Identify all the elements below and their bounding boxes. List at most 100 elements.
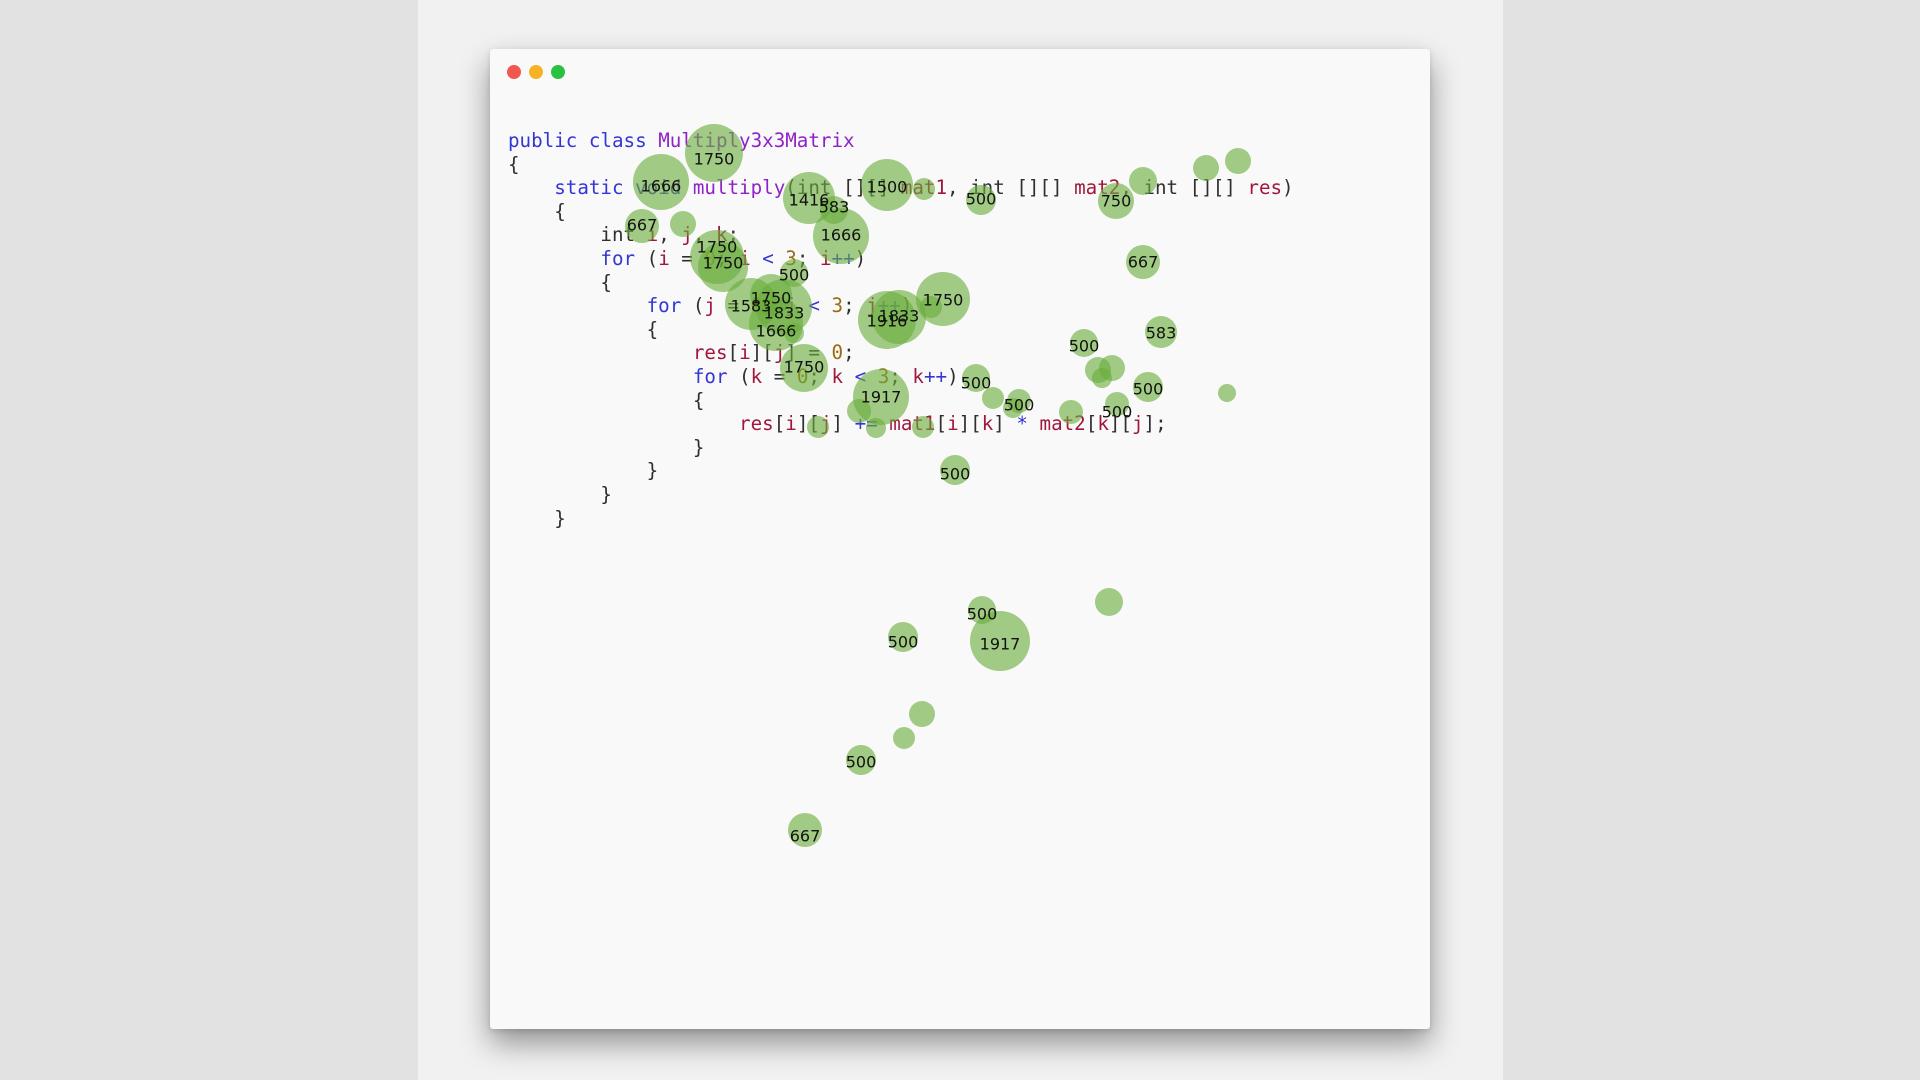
code-token: public class: [508, 129, 659, 152]
code-token: [: [727, 341, 740, 365]
code-token: mat1: [889, 412, 936, 436]
code-token: ;: [727, 223, 740, 247]
code-token: =: [669, 246, 705, 270]
code-token: <: [796, 294, 832, 318]
code-token: ): [1282, 176, 1294, 200]
code-token: (int [][]: [785, 176, 901, 200]
code-token: Multiply3x3Matrix: [658, 129, 855, 152]
code-line: }: [508, 483, 1294, 507]
code-token: =: [715, 294, 751, 318]
code-token: [508, 247, 600, 270]
code-token: [: [935, 412, 948, 436]
code-window: public class Multiply3x3Matrix{ static v…: [490, 49, 1430, 1029]
code-token: for: [692, 364, 728, 388]
code-line: {: [508, 200, 1294, 224]
code-token: ][: [796, 412, 820, 436]
code-token: [: [1085, 412, 1098, 436]
code-token: k: [831, 364, 844, 388]
code-token: {: [508, 270, 612, 294]
code-token: ;: [796, 246, 820, 270]
maximize-button[interactable]: [551, 65, 565, 79]
code-token: }: [508, 459, 659, 483]
code-line: for (i = 0; i < 3; i++): [508, 247, 1294, 271]
code-token: 0: [750, 294, 763, 318]
code-token: ): [900, 294, 913, 318]
code-token: i: [646, 223, 659, 247]
code-token: ++: [877, 294, 901, 318]
code-token: j: [681, 223, 693, 247]
code-token: ;: [843, 341, 855, 365]
code-token: int: [508, 223, 647, 247]
code-block: public class Multiply3x3Matrix{ static v…: [508, 129, 1294, 530]
code-token: i: [739, 246, 751, 270]
code-token: ;: [889, 364, 913, 388]
code-token: ): [854, 246, 867, 270]
code-token: ][: [750, 341, 774, 365]
code-token: j: [866, 294, 878, 318]
code-token: , int [][]: [947, 176, 1075, 200]
code-token: [508, 412, 739, 435]
code-line: res[i][j] = 0;: [508, 341, 1294, 365]
code-line: }: [508, 436, 1294, 460]
code-token: {: [508, 388, 705, 412]
code-line: {: [508, 271, 1294, 295]
code-token: ,: [692, 223, 716, 247]
code-token: ): [947, 364, 959, 388]
code-line: for (j = 0; j < 3; j++): [508, 294, 1294, 318]
code-token: j: [819, 412, 832, 436]
code-line: for (k = 0; k < 3; k++): [508, 365, 1294, 389]
code-token: k: [1097, 412, 1109, 436]
code-token: {: [508, 199, 566, 223]
code-token: 0: [704, 246, 716, 270]
minimize-button[interactable]: [529, 65, 543, 79]
code-token: *: [1016, 412, 1028, 436]
code-token: }: [508, 435, 705, 459]
code-token: (: [681, 294, 705, 318]
code-token: k: [715, 223, 728, 247]
code-token: [508, 341, 693, 364]
code-token: (: [635, 246, 659, 270]
code-token: ] =: [785, 341, 832, 365]
code-token: res: [692, 341, 728, 365]
code-token: for: [600, 246, 636, 270]
code-token: i: [739, 341, 751, 365]
code-token: i: [658, 246, 670, 270]
code-line: {: [508, 153, 1294, 177]
code-token: , int [][]: [1120, 176, 1248, 200]
close-button[interactable]: [507, 65, 521, 79]
code-token: ,: [658, 223, 682, 247]
code-token: ][: [958, 412, 982, 436]
code-token: res: [1247, 176, 1283, 200]
code-token: mat2: [1039, 412, 1086, 436]
code-token: 0: [796, 364, 809, 388]
code-token: ;: [808, 364, 832, 388]
code-token: i: [819, 246, 832, 270]
code-token: 0: [831, 341, 844, 365]
code-token: ][: [1108, 412, 1132, 436]
code-token: k: [750, 364, 763, 388]
code-token: ++: [831, 246, 855, 270]
code-line: int i, j, k;: [508, 223, 1294, 247]
code-line: }: [508, 459, 1294, 483]
code-token: j: [1131, 412, 1144, 436]
code-token: k: [912, 364, 924, 388]
code-token: mat2: [1074, 176, 1121, 200]
code-token: k: [981, 412, 994, 436]
code-line: static void multiply(int [][] mat1, int …: [508, 176, 1294, 200]
code-token: res: [739, 412, 774, 436]
code-token: =: [762, 364, 797, 388]
code-token: (: [727, 364, 751, 388]
code-token: for: [646, 294, 682, 318]
code-line: }: [508, 507, 1294, 531]
code-token: j: [704, 294, 716, 318]
code-token: 3: [785, 246, 797, 270]
code-token: [: [773, 412, 786, 436]
code-token: j: [785, 294, 797, 318]
code-line: res[i][j] += mat1[i][k] * mat2[k][j];: [508, 412, 1294, 436]
code-token: <: [750, 246, 786, 270]
code-token: +=: [854, 412, 878, 436]
code-token: i: [785, 412, 797, 436]
code-token: ;: [762, 294, 786, 318]
code-token: ;: [715, 246, 740, 270]
code-token: [508, 294, 647, 317]
